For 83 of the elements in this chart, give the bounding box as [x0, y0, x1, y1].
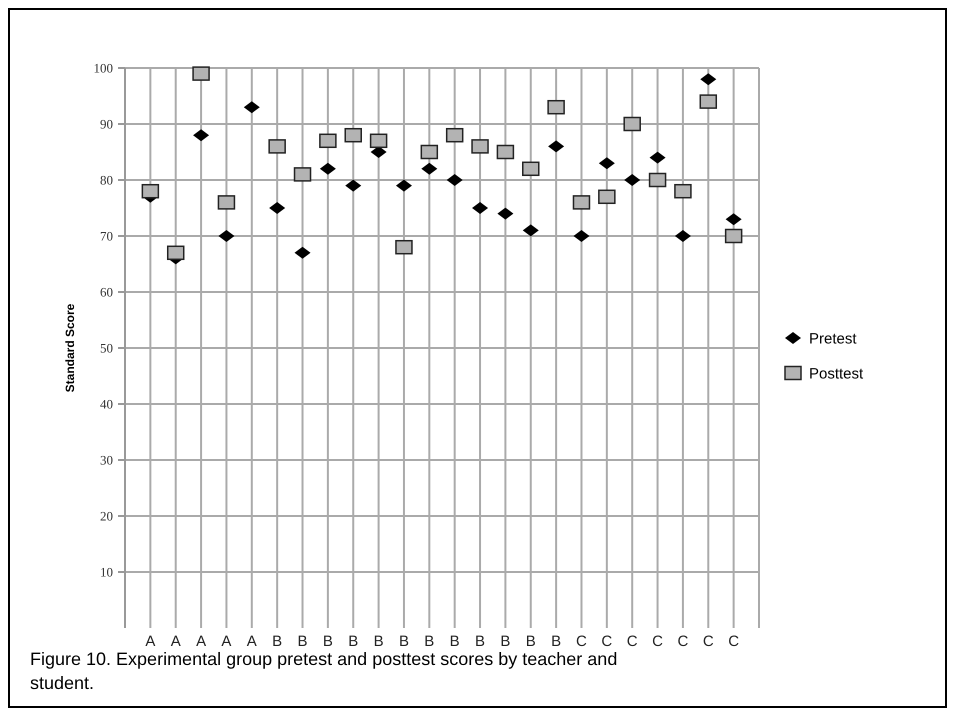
x-tick-label: B	[348, 633, 358, 650]
y-tick-label: 10	[100, 564, 113, 580]
point	[598, 157, 615, 170]
y-tick-label: 40	[100, 396, 113, 412]
point	[370, 134, 388, 148]
y-tick-label: 30	[100, 452, 113, 468]
point	[244, 101, 260, 114]
x-tick-label: C	[652, 633, 664, 650]
point	[700, 73, 716, 86]
point	[497, 208, 514, 220]
point	[522, 224, 539, 236]
point	[192, 66, 210, 81]
point	[396, 180, 412, 192]
x-tick-label: B	[424, 633, 434, 650]
point	[547, 100, 565, 114]
x-tick-label: A	[196, 633, 206, 650]
x-tick-label: B	[298, 633, 308, 650]
y-tick-label: 50	[100, 340, 113, 356]
x-tick-label: A	[145, 633, 156, 650]
x-tick-label: C	[626, 633, 638, 650]
point	[471, 139, 489, 154]
point	[344, 128, 362, 142]
point	[572, 195, 590, 210]
point	[345, 180, 362, 192]
x-tick-label: C	[601, 633, 612, 650]
x-tick-label: B	[398, 633, 409, 650]
point	[674, 230, 691, 242]
point	[395, 240, 413, 254]
y-tick-label: 70	[100, 228, 113, 244]
point	[650, 152, 666, 164]
point	[446, 174, 463, 186]
x-tick-label: A	[170, 633, 181, 650]
caption: Figure 10. Experimental group pretest and posttest scores by teacher and student.	[30, 649, 618, 693]
legend-label: Posttest	[809, 365, 864, 382]
point	[420, 144, 438, 160]
x-tick-label: C	[728, 633, 740, 650]
x-tick-label: C	[702, 633, 714, 650]
x-tick-label: B	[551, 633, 562, 650]
x-tick-label: B	[500, 633, 510, 650]
point	[268, 139, 286, 154]
x-tick-label: C	[576, 633, 588, 650]
point	[624, 174, 640, 186]
y-tick-label: 80	[100, 172, 113, 188]
point	[320, 162, 336, 175]
point	[598, 190, 616, 204]
point	[269, 202, 286, 214]
point	[573, 230, 590, 242]
x-tick-label: B	[450, 633, 460, 650]
point	[726, 213, 742, 226]
point	[472, 202, 488, 214]
x-tick-label: B	[322, 633, 333, 650]
point	[623, 116, 641, 132]
point	[370, 146, 387, 158]
point	[142, 184, 160, 198]
point	[446, 128, 464, 142]
point	[193, 129, 210, 142]
point	[421, 162, 438, 175]
y-tick-label: 20	[100, 508, 113, 524]
point	[522, 162, 540, 176]
point	[674, 184, 692, 198]
x-tick-label: A	[221, 633, 232, 650]
point	[294, 246, 311, 259]
point	[319, 134, 337, 148]
point	[548, 140, 564, 152]
x-tick-label: B	[475, 633, 486, 650]
y-tick-label: 100	[94, 60, 113, 76]
point	[496, 144, 514, 160]
point	[648, 172, 666, 188]
x-tick-label: C	[678, 633, 688, 650]
y-tick-label: 90	[100, 116, 113, 132]
x-tick-label: B	[374, 633, 384, 650]
point	[294, 167, 312, 182]
point	[166, 246, 184, 260]
x-tick-label: B	[272, 633, 282, 650]
point	[218, 230, 234, 242]
x-tick-label: A	[246, 633, 257, 650]
legend-label: Pretest	[809, 330, 858, 348]
point	[724, 228, 742, 244]
point	[700, 94, 718, 109]
y-tick-label: 60	[100, 284, 113, 300]
y-axis-title: Standard Score	[63, 303, 77, 392]
point	[218, 195, 236, 210]
x-tick-label: B	[526, 633, 536, 650]
